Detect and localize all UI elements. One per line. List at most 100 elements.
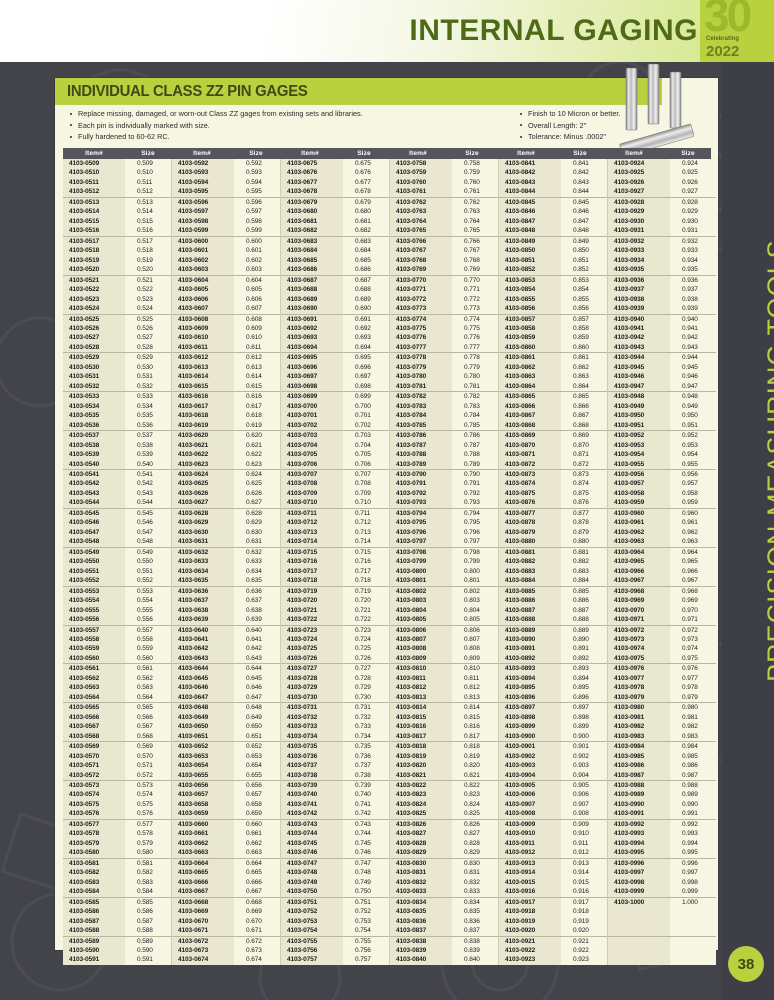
table-cell-item: 4103-0938 [614, 295, 645, 303]
table-cell-item: 4103-0912 [505, 849, 536, 857]
table-cell-size: 0.672 [234, 935, 280, 946]
table-cell-size: 0.947 [682, 382, 698, 390]
table-cell-size: 0.569 [125, 741, 171, 751]
table-cell-size: 0.545 [125, 507, 171, 518]
table-cell-item: 4103-0694 [287, 343, 318, 351]
table-cell-size: 0.710 [355, 499, 371, 507]
table-cell-item: 4103-0687 [281, 274, 343, 285]
table-cell-size: 0.972 [670, 624, 716, 635]
table-cell-item: 4103-0755 [281, 935, 343, 946]
table-cell-size: 0.848 [573, 227, 589, 235]
table-cell-item: 4103-0698 [287, 382, 318, 390]
table-cell-size: 0.911 [573, 839, 589, 847]
table-cell-size: 0.990 [682, 800, 698, 808]
table-cell-item: 4103-0744 [287, 830, 318, 838]
table-cell-item: 4103-0572 [69, 771, 100, 779]
table-cell-item: 4103-0882 [505, 558, 536, 566]
table-cell-size: 0.923 [573, 956, 589, 964]
table-cell-item: 4103-0931 [614, 227, 645, 235]
table-cell-item: 4103-0765 [396, 227, 427, 235]
table-cell-item: 4103-0666 [178, 878, 209, 886]
table-cell-size: 0.621 [246, 441, 262, 449]
table-cell-size: 0.641 [246, 635, 262, 643]
table-cell-size [670, 917, 716, 926]
table-cell-item: 4103-0746 [287, 849, 318, 857]
table-cell-size: 0.728 [355, 674, 371, 682]
table-cell-item: 4103-0962 [614, 528, 645, 536]
table-cell-item: 4103-0995 [614, 849, 645, 857]
table-cell-size: 0.926 [682, 178, 698, 186]
table-cell-item: 4103-0794 [390, 507, 452, 518]
table-header-row: Item# Size Item# Size Item# Size Item# Size Item… [63, 148, 711, 159]
table-cell-item: 4103-0726 [287, 654, 318, 662]
table-cell-size: 0.902 [573, 752, 589, 760]
table-cell-size: 0.913 [561, 857, 607, 868]
table-cell-size: 0.979 [682, 693, 698, 701]
table-cell-item: 4103-0511 [69, 178, 99, 186]
table-cell-size: 0.677 [355, 178, 371, 186]
table-cell-item: 4103-0923 [505, 956, 536, 964]
table-cell-size: 0.650 [246, 723, 262, 731]
table-cell-item: 4103-0515 [69, 217, 100, 225]
table-cell-item: 4103-0702 [287, 421, 318, 429]
table-cell-item: 4103-0606 [178, 295, 209, 303]
section-title-bar: INDIVIDUAL CLASS ZZ PIN GAGES [55, 78, 662, 105]
table-cell-item: 4103-0724 [287, 635, 318, 643]
table-cell-item: 4103-0797 [396, 538, 427, 546]
table-cell-item: 4103-0673 [178, 946, 209, 954]
table-cell-size: 0.555 [137, 606, 153, 614]
table-cell-item: 4103-0564 [69, 693, 100, 701]
table-cell-size: 0.595 [246, 188, 262, 196]
table-cell-item: 4103-0708 [287, 480, 318, 488]
table-cell-size: 0.932 [670, 235, 716, 246]
table-cell-item: 4103-0976 [608, 663, 670, 673]
table-cell-item: 4103-0648 [172, 702, 234, 712]
table-cell-size: 0.589 [125, 935, 171, 946]
table-cell-item: 4103-0876 [505, 499, 536, 507]
bullet-item: Tolerance: Minus .0002" [519, 131, 709, 143]
table-cell-size: 0.652 [234, 741, 280, 751]
table-cell-size: 0.909 [561, 818, 607, 829]
table-cell-size: 0.791 [464, 480, 480, 488]
table-cell-size: 0.613 [246, 363, 262, 371]
table-cell-size: 0.572 [137, 771, 153, 779]
table-cell-size: 0.904 [573, 771, 589, 779]
table-cell-item: 4103-0939 [614, 305, 645, 313]
table-cell-item: 4103-0709 [287, 489, 318, 497]
table-cell-size: 0.607 [246, 305, 262, 313]
table-cell-item: 4103-0770 [390, 274, 452, 285]
table-cell-item: 4103-0722 [287, 616, 318, 624]
table-cell-item: 4103-0930 [614, 217, 645, 225]
table-cell-size: 0.997 [682, 869, 698, 877]
table-cell-size: 0.535 [137, 412, 153, 420]
table-cell-item: 4103-0877 [499, 507, 561, 518]
feature-bullets: Replace missing, damaged, or worn-out Cl… [55, 105, 718, 150]
table-cell-item: 4103-0701 [287, 412, 318, 420]
table-cell-item: 4103-0713 [287, 528, 318, 536]
table-cell-item: 4103-0650 [178, 723, 209, 731]
top-banner: INTERNAL GAGING 30 Celebrating 2022 [0, 0, 774, 62]
side-tab-label: PRECISION MEASURING TOOLS [762, 239, 774, 682]
table-cell-size: 0.667 [246, 888, 262, 896]
table-cell-size: 0.918 [573, 908, 589, 916]
table-cell-size: 0.726 [355, 654, 371, 662]
table-cell-item: 4103-0929 [614, 208, 645, 216]
table-cell-size: 0.706 [355, 460, 371, 468]
table-cell-item: 4103-0908 [505, 810, 536, 818]
table-cell-item: 4103-0618 [178, 412, 209, 420]
table-cell-size: 0.695 [343, 352, 389, 362]
table-cell-item: 4103-0689 [287, 295, 318, 303]
table-cell-item: 4103-0590 [69, 946, 100, 954]
table-cell-item: 4103-0688 [287, 286, 318, 294]
table-cell-item: 4103-0839 [396, 946, 427, 954]
table-cell-size: 0.763 [464, 208, 480, 216]
table-cell-item: 4103-0870 [505, 441, 536, 449]
table-cell-item: 4103-0966 [614, 567, 645, 575]
table-cell-size: 0.737 [355, 762, 371, 770]
table-cell-size: 0.891 [573, 645, 589, 653]
table-cell-item: 4103-0584 [69, 888, 100, 896]
table-cell-item [608, 907, 670, 916]
table-cell-size: 0.564 [137, 693, 153, 701]
table-cell-item: 4103-0759 [396, 169, 427, 177]
table-cell-item: 4103-0758 [396, 160, 427, 167]
